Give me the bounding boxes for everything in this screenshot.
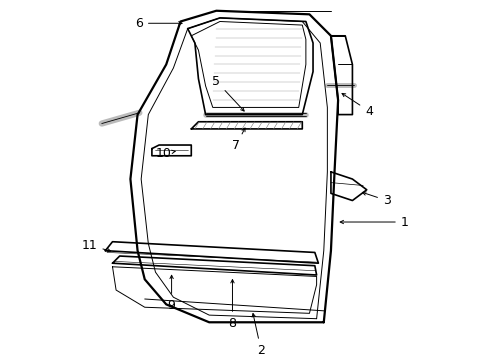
Text: 2: 2	[252, 314, 265, 357]
Text: 5: 5	[212, 75, 244, 111]
Text: 3: 3	[363, 192, 391, 207]
Text: 11: 11	[82, 239, 111, 252]
Text: 8: 8	[228, 280, 237, 330]
Text: 9: 9	[168, 275, 175, 312]
Text: 7: 7	[232, 128, 245, 152]
Text: 4: 4	[342, 94, 373, 117]
Text: 6: 6	[135, 17, 182, 30]
Text: 10: 10	[156, 147, 175, 160]
Text: 1: 1	[340, 216, 409, 229]
